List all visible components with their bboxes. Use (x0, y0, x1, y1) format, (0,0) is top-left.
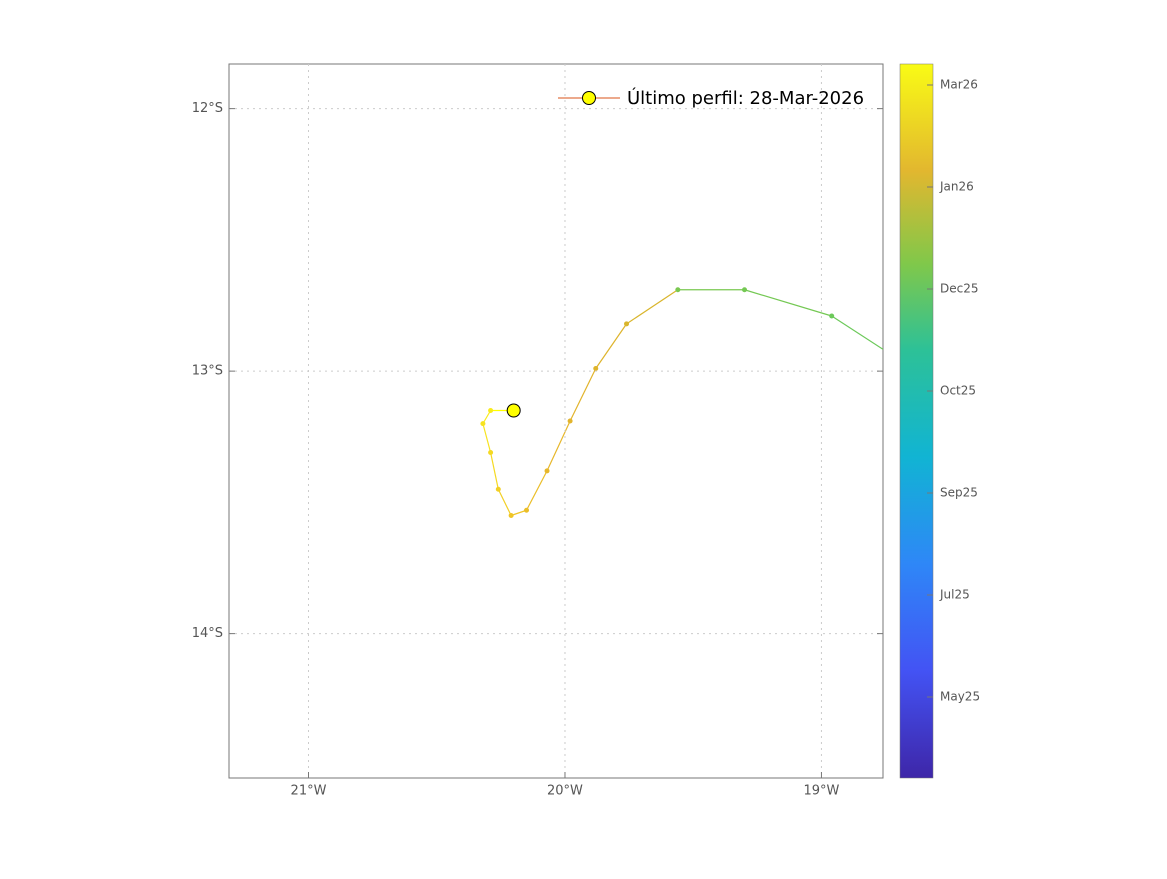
track-segment (482, 423, 492, 453)
profile-point (742, 287, 748, 293)
profile-point (488, 450, 494, 455)
colorbar-tick-label: Jan26 (939, 180, 974, 194)
legend-marker (582, 91, 596, 105)
track-segment (490, 452, 499, 490)
profile-point (624, 321, 630, 327)
track-segment (482, 410, 492, 424)
y-tick-label: 14°S (192, 626, 223, 641)
colorbar-tick-label: Sep25 (940, 486, 978, 500)
colorbar-tick-label: Dec25 (940, 282, 979, 296)
legend-label: Último perfil: 28-Mar-2026 (627, 87, 864, 109)
colorbar (899, 63, 934, 779)
profile-point (524, 507, 530, 513)
track-segment (595, 323, 628, 369)
colorbar-tick-label: Oct25 (940, 384, 976, 398)
x-tick-label: 20°W (547, 784, 583, 799)
track-segment (525, 470, 548, 511)
track-segment (497, 488, 512, 516)
y-tick-label: 12°S (192, 101, 223, 116)
profile-point (593, 366, 599, 371)
profile-point (567, 418, 573, 424)
x-tick-label: 19°W (803, 784, 839, 799)
x-tick-label: 21°W (291, 784, 327, 799)
colorbar-tick-label: Jul25 (939, 588, 970, 602)
profile-point (508, 513, 514, 518)
track-segment (744, 289, 832, 317)
last-profile (506, 403, 521, 418)
plot-layer (480, 287, 939, 518)
profile-point (934, 382, 939, 387)
profile-point (544, 468, 550, 474)
plot-area (228, 63, 884, 779)
profile-point (829, 313, 835, 319)
track-segment (510, 509, 527, 517)
profile-point (488, 408, 494, 413)
track-segment (546, 420, 571, 472)
track-segment (569, 368, 597, 422)
colorbar-tick-label: May25 (940, 690, 980, 704)
profile-point (495, 486, 501, 492)
profile-point (675, 287, 681, 293)
y-tick-label: 13°S (192, 364, 223, 379)
track-segment (831, 315, 883, 351)
profile-point (480, 421, 486, 427)
colorbar-tick-label: Mar26 (940, 78, 978, 92)
track-segment (626, 289, 679, 325)
